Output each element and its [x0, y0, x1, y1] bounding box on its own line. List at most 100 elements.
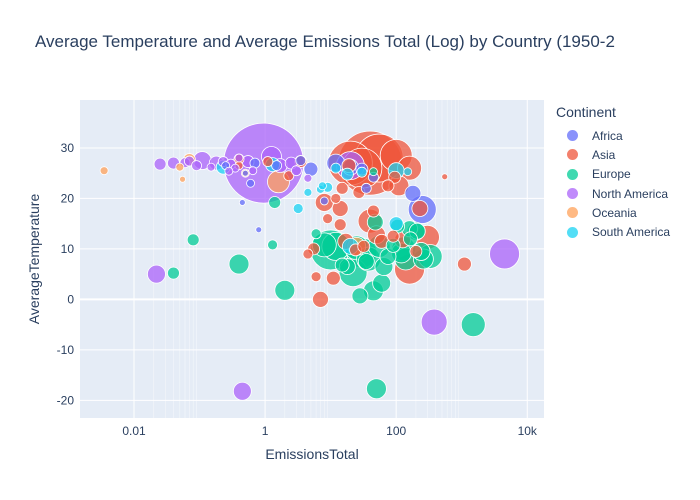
x-tick-label: 10k [518, 424, 538, 438]
data-point [241, 169, 249, 177]
data-point [403, 167, 413, 177]
y-tick-label: -20 [57, 393, 75, 407]
data-point [333, 218, 347, 232]
data-point [303, 187, 313, 197]
data-point [351, 287, 369, 305]
data-point [404, 184, 422, 202]
data-point [186, 233, 200, 247]
data-point [403, 231, 418, 247]
data-point [246, 178, 255, 188]
data-point [330, 193, 342, 204]
legend-label: Africa [592, 128, 623, 143]
data-point [319, 196, 329, 206]
x-axis-title: EmissionsTotal [265, 446, 359, 462]
legend-title: Continent [556, 104, 616, 120]
data-point [409, 245, 423, 258]
data-point [360, 182, 372, 194]
data-points [99, 122, 520, 401]
legend-item-africa[interactable]: Africa [556, 126, 670, 145]
data-point [179, 175, 186, 183]
data-point [369, 167, 378, 177]
legend-item-asia[interactable]: Asia [556, 145, 670, 164]
data-point [262, 156, 274, 167]
data-point [271, 160, 283, 172]
legend-label: Asia [592, 147, 616, 162]
data-point [325, 270, 341, 286]
data-point [303, 173, 313, 183]
data-point [388, 216, 404, 232]
legend-label: Europe [592, 167, 631, 182]
data-point [268, 196, 282, 209]
data-point [330, 162, 342, 174]
data-point [367, 204, 380, 218]
legend-item-oceania[interactable]: Oceania [556, 203, 670, 222]
y-tick-label: 10 [61, 242, 75, 256]
data-point [335, 181, 349, 195]
y-axis-ticks: -20 -10 0 10 20 30 [57, 141, 75, 407]
data-point [153, 157, 167, 171]
data-point [228, 253, 250, 275]
data-point [318, 181, 327, 191]
legend-item-europe[interactable]: Europe [556, 165, 670, 184]
legend-marker [567, 168, 578, 180]
data-point [340, 167, 354, 181]
data-point [366, 378, 387, 400]
data-point [295, 155, 307, 166]
legend-marker [567, 130, 578, 142]
x-axis-ticks: 0.01 1 100 10k [122, 424, 538, 438]
data-point [334, 257, 350, 273]
legend-label: Oceania [592, 205, 637, 220]
y-tick-label: 20 [61, 191, 75, 205]
data-point [372, 273, 392, 293]
y-tick-label: 0 [67, 292, 74, 306]
data-point [420, 308, 448, 336]
x-tick-label: 100 [386, 424, 406, 438]
data-point [99, 166, 109, 176]
data-point [441, 173, 449, 181]
legend-marker [567, 149, 578, 161]
data-point [232, 381, 252, 401]
data-point [356, 166, 368, 178]
data-point [267, 239, 278, 251]
chart-title: Average Temperature and Average Emission… [35, 32, 615, 51]
y-axis-title: AverageTemperature [26, 193, 42, 325]
data-point [386, 229, 400, 243]
data-point [274, 279, 296, 301]
data-point [312, 290, 329, 308]
legend-item-south-america[interactable]: South America [556, 222, 670, 241]
y-tick-label: 30 [61, 141, 75, 155]
data-point [411, 200, 429, 217]
data-point [292, 203, 304, 214]
legend-label: South America [592, 225, 671, 240]
data-point [302, 248, 314, 260]
data-point [224, 166, 234, 176]
data-point [290, 165, 302, 177]
data-point [175, 162, 185, 172]
data-point [357, 253, 375, 270]
legend-marker [567, 188, 578, 200]
data-point [310, 228, 322, 240]
data-point [381, 179, 395, 193]
data-point [248, 166, 258, 176]
data-point [460, 312, 486, 338]
data-point [147, 264, 166, 284]
data-point [234, 153, 244, 163]
data-point [255, 226, 263, 234]
data-point [457, 256, 472, 272]
legend-item-north-america[interactable]: North America [556, 184, 670, 203]
y-tick-label: -10 [57, 343, 75, 357]
data-point [191, 160, 202, 172]
legend: Continent Africa Asia Europe North Ameri… [556, 104, 670, 242]
data-point [357, 239, 371, 253]
data-point [206, 162, 216, 172]
x-tick-label: 1 [262, 424, 269, 438]
data-point [388, 170, 402, 184]
legend-marker [567, 226, 578, 238]
legend-label: North America [592, 186, 669, 201]
legend-marker [567, 207, 578, 219]
data-point [322, 213, 334, 225]
x-tick-label: 0.01 [122, 424, 146, 438]
data-point [310, 271, 322, 283]
data-point [283, 170, 295, 182]
